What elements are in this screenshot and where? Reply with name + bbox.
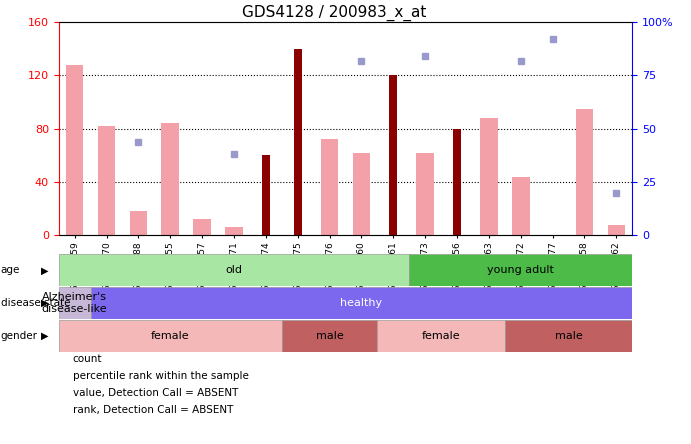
Title: GDS4128 / 200983_x_at: GDS4128 / 200983_x_at xyxy=(242,4,426,21)
Bar xyxy=(193,219,211,235)
Bar xyxy=(389,75,397,235)
Bar xyxy=(512,177,529,235)
Bar xyxy=(480,118,498,235)
Text: value, Detection Call = ABSENT: value, Detection Call = ABSENT xyxy=(73,388,238,398)
Text: disease state: disease state xyxy=(1,298,70,308)
Text: ▶: ▶ xyxy=(41,266,48,275)
Text: male: male xyxy=(316,331,343,341)
Bar xyxy=(607,225,625,235)
Bar xyxy=(453,129,461,235)
Bar xyxy=(59,320,282,352)
Bar xyxy=(282,320,377,352)
Text: rank, Detection Call = ABSENT: rank, Detection Call = ABSENT xyxy=(73,405,233,415)
Text: healthy: healthy xyxy=(341,298,383,308)
Bar xyxy=(59,287,91,319)
Text: young adult: young adult xyxy=(487,266,554,275)
Bar xyxy=(66,65,84,235)
Text: percentile rank within the sample: percentile rank within the sample xyxy=(73,371,249,381)
Text: female: female xyxy=(422,331,460,341)
Bar xyxy=(262,155,269,235)
Text: gender: gender xyxy=(1,331,38,341)
Bar xyxy=(321,139,339,235)
Bar xyxy=(505,320,632,352)
Bar xyxy=(225,227,243,235)
Bar xyxy=(59,254,409,286)
Text: female: female xyxy=(151,331,189,341)
Bar xyxy=(162,123,179,235)
Text: count: count xyxy=(73,354,102,364)
Text: old: old xyxy=(225,266,243,275)
Bar xyxy=(294,49,302,235)
Bar xyxy=(417,153,434,235)
Bar xyxy=(130,211,147,235)
Bar xyxy=(576,109,594,235)
Text: ▶: ▶ xyxy=(41,331,48,341)
Bar xyxy=(97,126,115,235)
Text: Alzheimer's
disease-like: Alzheimer's disease-like xyxy=(42,293,108,314)
Text: male: male xyxy=(555,331,583,341)
Bar xyxy=(409,254,632,286)
Bar xyxy=(352,153,370,235)
Text: ▶: ▶ xyxy=(41,298,48,308)
Text: age: age xyxy=(1,266,20,275)
Bar xyxy=(377,320,505,352)
